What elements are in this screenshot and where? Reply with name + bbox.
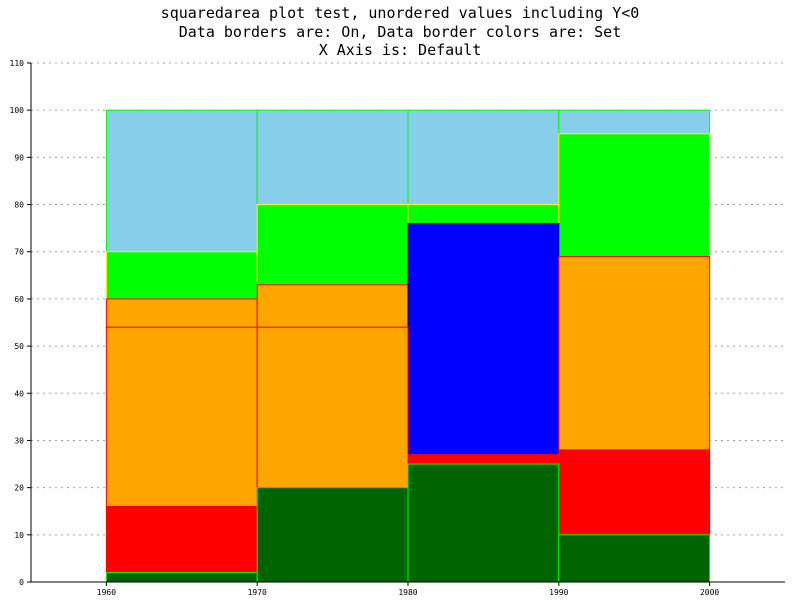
y-tick-label-110: 110 [10,59,25,68]
band-s0-seg0 [105,572,258,583]
band-s1-seg3 [558,449,711,536]
y-tick-label-90: 90 [14,153,24,162]
band-s0-seg1 [256,487,409,583]
band-s6-seg3 [558,109,711,135]
y-tick-label-0: 0 [19,578,24,587]
y-tick-label-70: 70 [14,248,24,257]
chart-title-line-1: squaredarea plot test, unordered values … [160,4,640,22]
x-tick-label-1960: 1960 [97,588,116,597]
y-tick-label-100: 100 [10,106,25,115]
band-s5-seg3 [558,133,711,257]
band-s2-seg0 [105,326,258,508]
chart-title: squaredarea plot test, unordered values … [0,4,800,60]
y-tick-label-80: 80 [14,201,24,210]
band-s5-seg2 [407,204,560,224]
band-s1-seg0 [105,506,258,574]
chart-title-line-3: X Axis is: Default [318,41,482,59]
band-s5-seg1 [256,204,409,286]
band-s1-seg2 [407,454,560,465]
axes [27,62,785,586]
band-s4-seg1 [256,284,409,328]
band-s6-seg1 [256,109,409,206]
tick-labels: 0 10 20 30 40 50 60 70 80 90 100 110 1960 1970 1980 199… [10,59,720,597]
band-s0-seg2 [407,463,560,583]
band-s6-seg0 [105,109,258,253]
y-tick-label-60: 60 [14,295,24,304]
x-tick-label-1970: 1970 [248,588,267,597]
band-s4-seg0 [105,298,258,328]
y-tick-label-10: 10 [14,531,24,540]
band-s2-seg3 [558,255,711,451]
y-tick-label-50: 50 [14,342,24,351]
band-s3-seg2 [407,222,560,456]
band-s6-seg2 [407,109,560,206]
band-s5-seg0 [105,251,258,300]
x-tick-label-1980: 1980 [398,588,417,597]
x-tick-label-2000: 2000 [700,588,719,597]
band-s2-seg1 [256,326,409,489]
chart-title-line-2: Data borders are: On, Data border colors… [178,22,622,41]
data-bands [105,109,711,583]
x-tick-label-1990: 1990 [549,588,568,597]
y-tick-label-20: 20 [14,484,24,493]
y-tick-label-30: 30 [14,436,24,445]
band-s0-seg3 [558,534,711,583]
y-tick-label-40: 40 [14,389,24,398]
